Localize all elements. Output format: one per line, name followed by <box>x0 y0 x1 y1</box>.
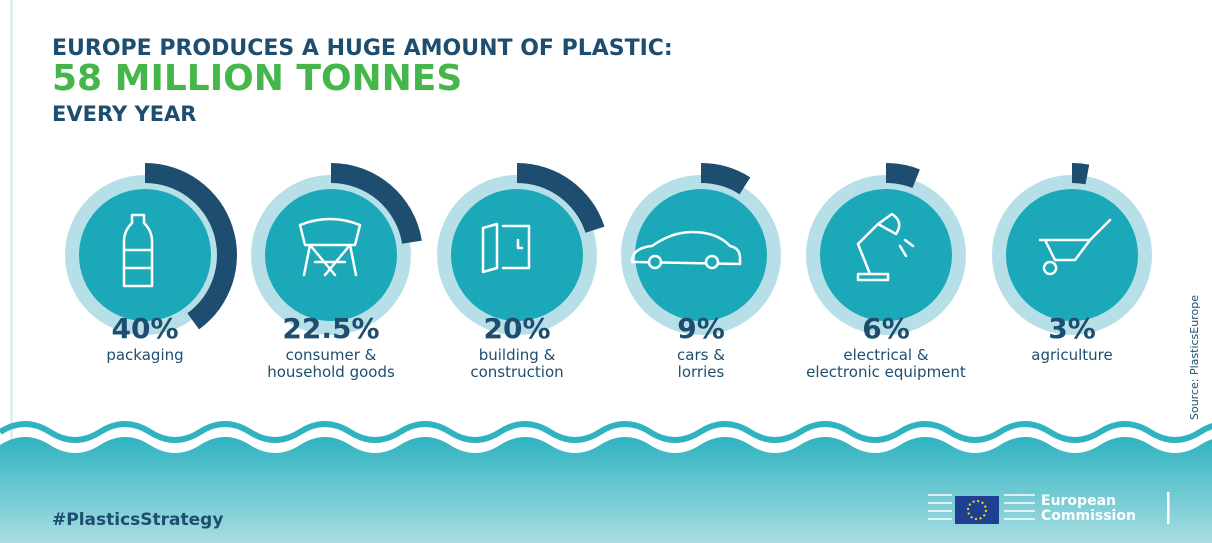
logo-line: Commission <box>1041 509 1136 524</box>
subtitle: 58 MILLION TONNES <box>52 58 462 99</box>
disc <box>79 189 211 321</box>
source: Source: PlasticsEurope <box>1188 295 1201 420</box>
logo-text: European Commission <box>1041 494 1136 524</box>
disc <box>1006 189 1138 321</box>
disc <box>265 189 397 321</box>
disc <box>820 189 952 321</box>
hashtag: #PlasticsStrategy <box>52 510 223 530</box>
logo-line: European <box>1041 494 1136 509</box>
category-label: agriculture <box>962 347 1182 364</box>
infographic: EUROPE PRODUCES A HUGE AMOUNT OF PLASTIC… <box>0 0 1212 543</box>
disc <box>451 189 583 321</box>
value-label: 3% <box>962 312 1182 345</box>
annotation: EVERY YEAR <box>52 102 196 126</box>
